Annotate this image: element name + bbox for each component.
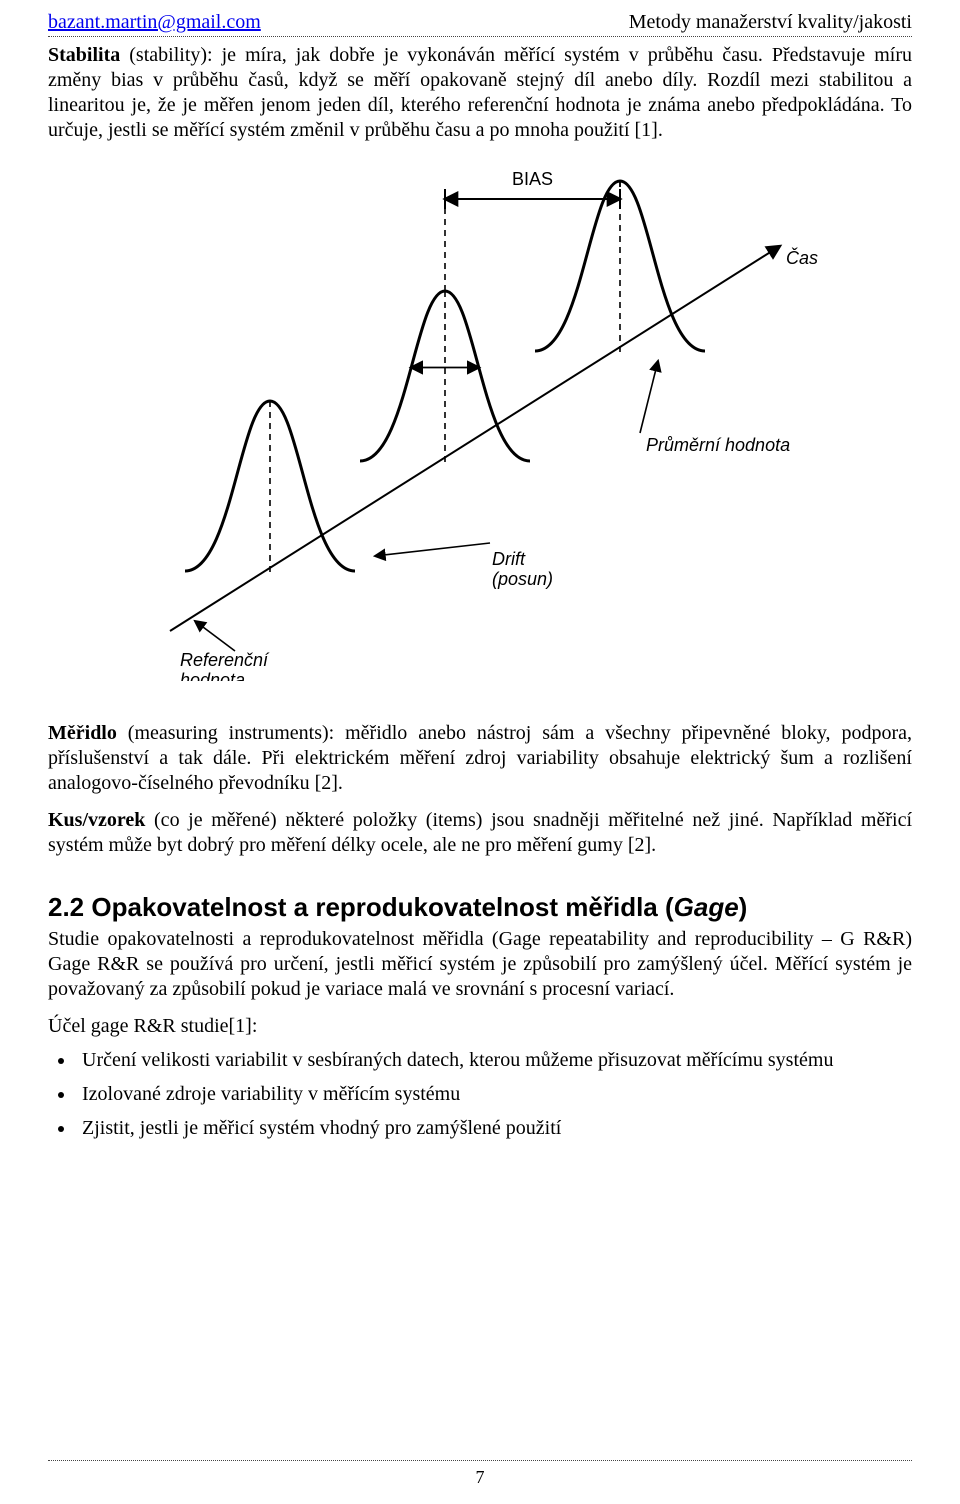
term-meridlo: Měřidlo: [48, 722, 117, 744]
paragraph-meridlo: Měřidlo (measuring instruments): měřidlo…: [48, 721, 912, 796]
svg-text:hodnota: hodnota: [180, 670, 245, 681]
paragraph-stabilita: Stabilita (stability): je míra, jak dobř…: [48, 43, 912, 143]
svg-text:BIAS: BIAS: [512, 169, 553, 189]
section-number: 2.2: [48, 892, 84, 922]
header-email-link[interactable]: bazant.martin@gmail.com: [48, 10, 261, 34]
list-item: Izolované zdroje variability v měřícím s…: [76, 1077, 912, 1111]
para2-body: (measuring instruments): měřidlo anebo n…: [48, 722, 912, 794]
bias-drift-diagram: BIAS Čas Průměrní hodnota Drift(posun) Refer…: [48, 161, 912, 681]
para3-body: (co je měřené) některé položky (items) j…: [48, 809, 912, 856]
list-item: Zjistit, jestli je měřicí systém vhodný …: [76, 1111, 912, 1145]
section-title-a: Opakovatelnost a reprodukovatelnost měři…: [84, 892, 673, 922]
page-footer: 7: [48, 1458, 912, 1488]
term-stabilita: Stabilita: [48, 44, 120, 66]
page-number: 7: [48, 1467, 912, 1488]
diagram-svg: BIAS Čas Průměrní hodnota Drift(posun) Refer…: [140, 161, 820, 681]
footer-rule: [48, 1460, 912, 1461]
para1-body: (stability): je míra, jak dobře je vykon…: [48, 44, 912, 141]
list-item: Určení velikosti variabilit v sesbíranýc…: [76, 1043, 912, 1077]
section-title-ital: Gage: [674, 892, 739, 922]
paragraph-kus-vzorek: Kus/vzorek (co je měřené) některé položk…: [48, 808, 912, 858]
svg-text:(posun): (posun): [492, 569, 553, 589]
svg-text:Drift: Drift: [492, 549, 526, 569]
svg-text:Průměrní hodnota: Průměrní hodnota: [646, 435, 790, 455]
svg-text:Referenční: Referenční: [180, 650, 270, 670]
section-heading-2-2: 2.2 Opakovatelnost a reprodukovatelnost …: [48, 892, 912, 923]
paragraph-gage-purpose: Účel gage R&R studie[1]:: [48, 1014, 912, 1039]
header-course-title: Metody manažerství kvality/jakosti: [629, 10, 912, 34]
purpose-bullet-list: Určení velikosti variabilit v sesbíranýc…: [48, 1043, 912, 1145]
header-rule: [48, 36, 912, 37]
paragraph-gage-intro: Studie opakovatelnosti a reprodukovateln…: [48, 927, 912, 1002]
section-title-b: ): [739, 892, 748, 922]
svg-text:Čas: Čas: [786, 247, 818, 268]
term-kus-vzorek: Kus/vzorek: [48, 809, 145, 831]
page-header: bazant.martin@gmail.com Metody manažerst…: [48, 10, 912, 34]
